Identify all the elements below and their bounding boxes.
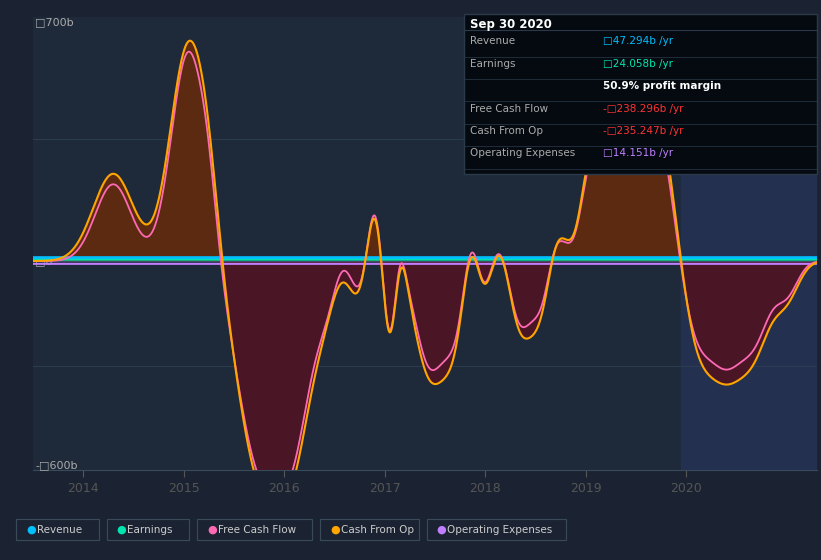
Text: Free Cash Flow: Free Cash Flow xyxy=(218,525,296,535)
Text: ●: ● xyxy=(26,525,36,535)
Bar xyxy=(681,17,817,470)
Text: -□235.247b /yr: -□235.247b /yr xyxy=(603,126,684,136)
Text: Operating Expenses: Operating Expenses xyxy=(470,148,575,158)
Text: Earnings: Earnings xyxy=(127,525,172,535)
Text: -□600b: -□600b xyxy=(35,460,78,470)
Text: □14.151b /yr: □14.151b /yr xyxy=(603,148,673,158)
Text: ●: ● xyxy=(330,525,340,535)
Text: ●: ● xyxy=(207,525,217,535)
Text: Earnings: Earnings xyxy=(470,59,515,69)
Text: Revenue: Revenue xyxy=(37,525,82,535)
Text: □0: □0 xyxy=(35,256,53,266)
Text: 50.9% profit margin: 50.9% profit margin xyxy=(603,81,722,91)
Text: Free Cash Flow: Free Cash Flow xyxy=(470,104,548,114)
Text: ●: ● xyxy=(117,525,126,535)
Text: Cash From Op: Cash From Op xyxy=(341,525,414,535)
Text: ●: ● xyxy=(437,525,447,535)
Text: Operating Expenses: Operating Expenses xyxy=(447,525,553,535)
Text: □47.294b /yr: □47.294b /yr xyxy=(603,36,673,46)
Text: □700b: □700b xyxy=(35,17,74,27)
Text: -□238.296b /yr: -□238.296b /yr xyxy=(603,104,684,114)
Text: Cash From Op: Cash From Op xyxy=(470,126,543,136)
Text: □24.058b /yr: □24.058b /yr xyxy=(603,59,673,69)
Text: Sep 30 2020: Sep 30 2020 xyxy=(470,18,552,31)
Text: Revenue: Revenue xyxy=(470,36,515,46)
